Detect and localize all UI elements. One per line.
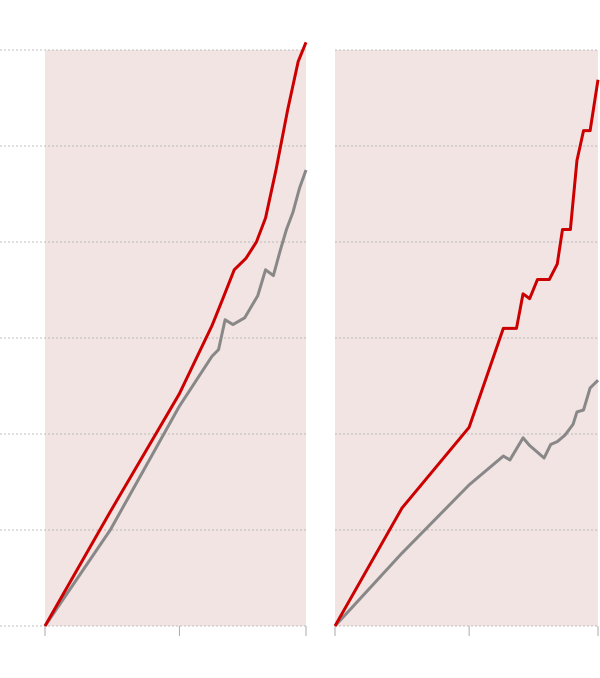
data-line	[43, 41, 308, 627]
data-line	[43, 169, 308, 627]
plot-background	[335, 50, 598, 626]
data-line	[333, 379, 600, 628]
data-line	[333, 79, 600, 627]
